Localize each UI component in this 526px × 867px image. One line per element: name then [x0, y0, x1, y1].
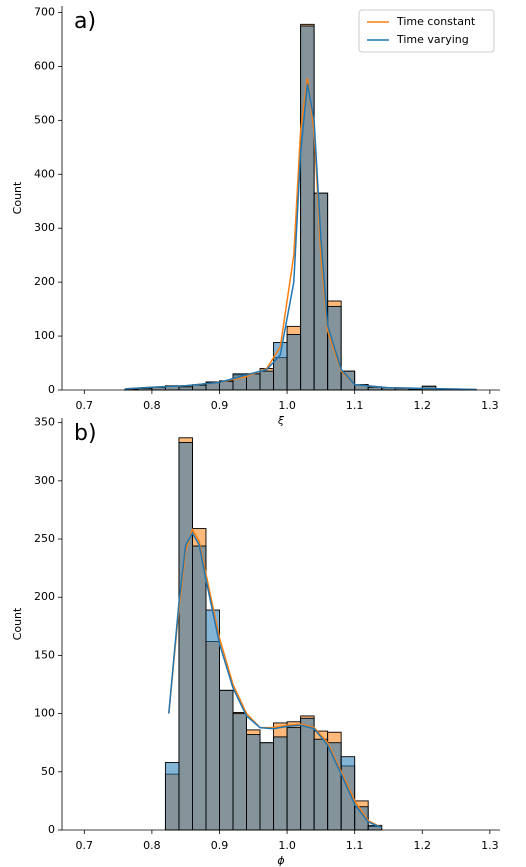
bar	[192, 384, 207, 391]
bar	[164, 762, 180, 831]
bar	[259, 742, 275, 831]
x-axis-label: ϕ	[277, 854, 284, 867]
y-tick-label: 300	[34, 474, 55, 487]
x-tick-label: 0.8	[143, 399, 161, 412]
bar	[273, 736, 288, 831]
bar	[246, 734, 261, 831]
bar	[286, 727, 302, 831]
y-tick-label: 100	[34, 707, 55, 720]
x-tick-label: 1.0	[278, 399, 296, 412]
y-tick-label: 200	[34, 590, 55, 603]
x-tick-label: 0.9	[211, 399, 229, 412]
x-tick-label: 0.7	[76, 399, 94, 412]
x-tick-label: 1.1	[346, 839, 364, 852]
x-tick-label: 1.2	[414, 839, 432, 852]
bar	[178, 441, 193, 831]
x-tick-label: 1.2	[414, 399, 432, 412]
y-tick-label: 200	[34, 275, 55, 288]
bar	[313, 738, 329, 831]
panel-label: a)	[74, 9, 96, 34]
y-axis-label: Count	[11, 607, 24, 640]
y-tick-label: 100	[34, 329, 55, 342]
bar	[219, 689, 234, 831]
x-tick-label: 0.8	[143, 839, 161, 852]
bar	[300, 717, 315, 831]
bar	[232, 713, 247, 831]
y-tick-label: 300	[34, 221, 55, 234]
x-tick-label: 0.9	[211, 839, 229, 852]
y-tick-label: 0	[48, 383, 55, 396]
bar	[205, 609, 220, 831]
y-axis-label: Count	[11, 181, 24, 214]
bar	[178, 386, 193, 391]
y-tick-label: 500	[34, 113, 55, 126]
y-tick-label: 250	[34, 532, 55, 545]
x-tick-label: 1.3	[481, 839, 499, 852]
y-tick-label: 50	[41, 765, 55, 778]
x-tick-label: 0.7	[76, 839, 94, 852]
x-tick-label: 1.0	[278, 839, 296, 852]
y-tick-label: 150	[34, 648, 55, 661]
bar	[273, 342, 288, 391]
y-tick-label: 700	[34, 5, 55, 18]
x-tick-label: 1.3	[481, 399, 499, 412]
y-tick-label: 350	[34, 416, 55, 429]
y-tick-label: 400	[34, 167, 55, 180]
y-tick-label: 600	[34, 59, 55, 72]
legend-box	[358, 9, 495, 53]
legend-label: Time varying	[396, 33, 469, 46]
bar	[340, 756, 356, 831]
y-tick-label: 0	[48, 823, 55, 836]
legend-label: Time constant	[396, 15, 476, 28]
kde-line	[168, 531, 382, 829]
panel-label: b)	[74, 421, 97, 446]
kde-line	[124, 83, 477, 391]
x-axis-label: ξ	[277, 414, 285, 427]
bar	[259, 370, 275, 391]
bar	[192, 545, 207, 831]
x-tick-label: 1.1	[346, 399, 364, 412]
bar	[286, 333, 302, 391]
